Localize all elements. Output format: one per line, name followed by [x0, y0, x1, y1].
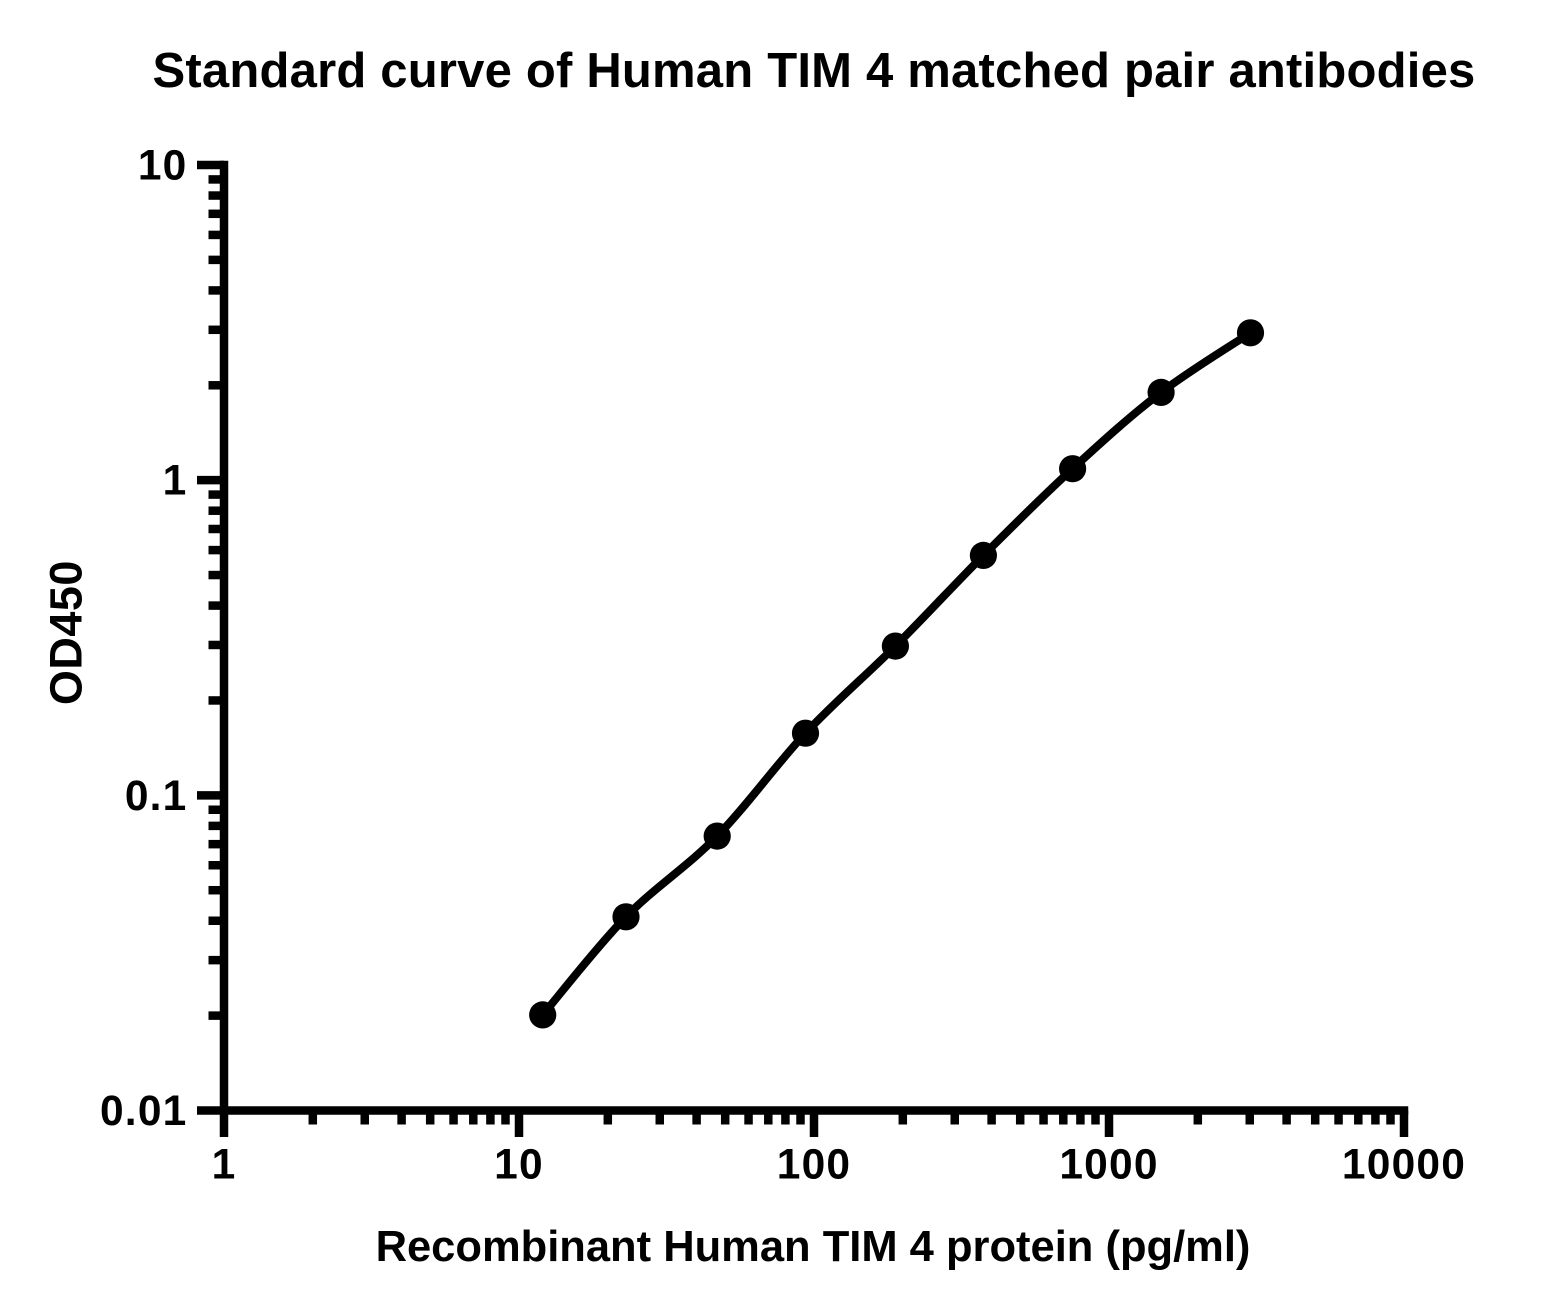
- svg-text:10: 10: [494, 1142, 544, 1189]
- svg-text:100: 100: [777, 1142, 852, 1189]
- svg-text:10000: 10000: [1342, 1142, 1466, 1189]
- svg-text:0.1: 0.1: [125, 773, 188, 820]
- svg-text:1: 1: [163, 458, 188, 505]
- svg-text:OD450: OD450: [40, 560, 91, 705]
- svg-text:10: 10: [138, 143, 188, 190]
- svg-text:0.01: 0.01: [100, 1088, 188, 1135]
- svg-text:Recombinant Human TIM 4 protei: Recombinant Human TIM 4 protein (pg/ml): [376, 1223, 1251, 1271]
- svg-text:1000: 1000: [1059, 1142, 1158, 1189]
- svg-text:Standard curve of Human TIM 4: Standard curve of Human TIM 4 matched pa…: [153, 44, 1476, 98]
- svg-text:1: 1: [212, 1142, 237, 1189]
